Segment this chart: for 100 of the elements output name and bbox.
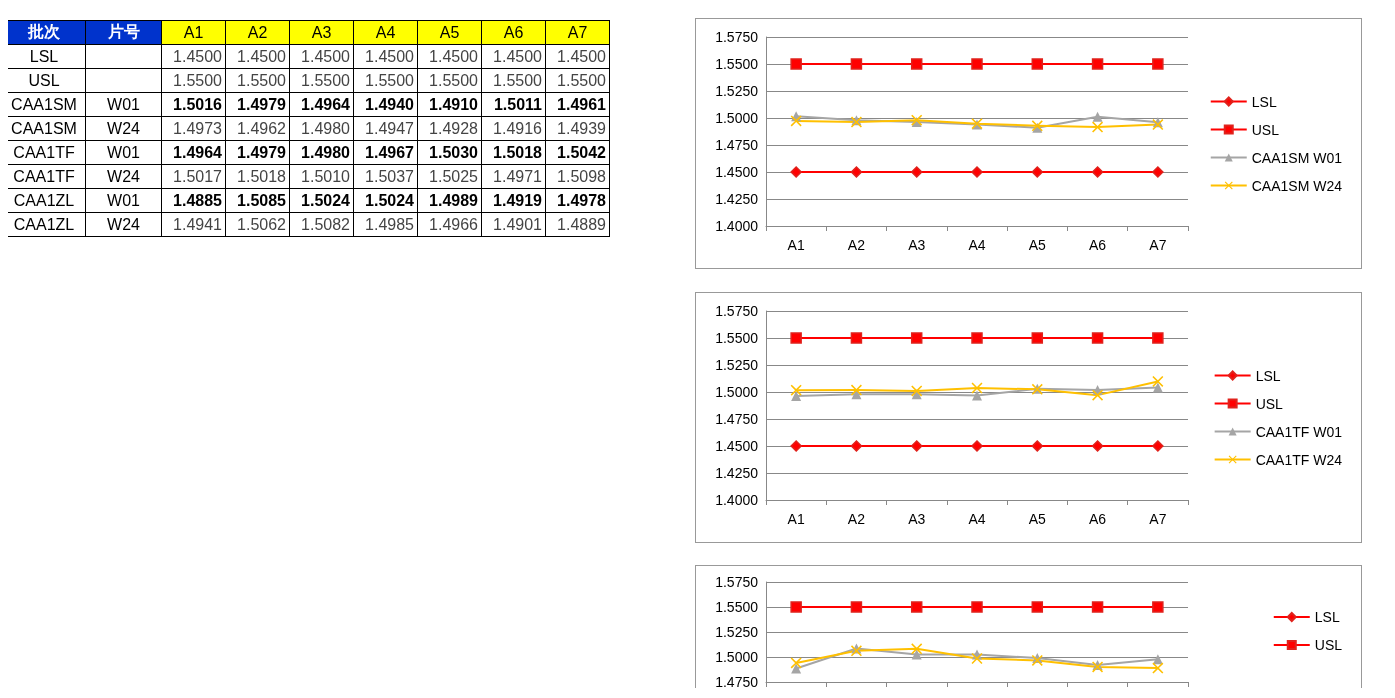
data-label: 1.4967	[353, 140, 418, 165]
y2-tick-label: W24	[85, 116, 162, 141]
y-tick-label: 1.5750	[715, 303, 759, 319]
x-tick-label: A5	[1028, 237, 1047, 253]
data-label: 1.5098	[545, 164, 610, 189]
y2-tick-label: W01	[85, 188, 162, 213]
y-tick-label: 1.4250	[715, 191, 759, 207]
data-label: 1.5042	[545, 140, 610, 165]
data-label: 1.5010	[289, 164, 354, 189]
legend-label: USL	[1314, 637, 1343, 653]
x-tick-label: A6	[1089, 511, 1107, 527]
x-tick-label: A6	[481, 20, 546, 45]
data-label: 1.4500	[417, 44, 482, 69]
data-label: 1.4500	[289, 44, 354, 69]
data-label: 1.5016	[161, 92, 226, 117]
y-tick-label: 1.4750	[715, 411, 759, 427]
data-label: 1.4980	[289, 116, 354, 141]
y2-tick-label: W24	[85, 212, 162, 237]
data-label: 1.5024	[289, 188, 354, 213]
data-label: 1.4500	[353, 44, 418, 69]
y-tick-label: 1.5750	[715, 574, 759, 590]
y-tick-label: 1.4000	[715, 492, 759, 508]
y-tick-label: 1.4500	[715, 438, 759, 454]
data-label: 1.5500	[417, 68, 482, 93]
data-label: 1.4964	[289, 92, 354, 117]
data-label: 1.5500	[481, 68, 546, 93]
y-tick-label: 1.5250	[715, 83, 759, 99]
x-tick-label: A3	[908, 511, 926, 527]
legend-label: LSL	[1251, 93, 1277, 110]
data-label: 1.5018	[481, 140, 546, 165]
data-label: 1.4500	[161, 44, 226, 69]
y-tick-label: 1.5500	[715, 330, 759, 346]
data-label: 1.4980	[289, 140, 354, 165]
legend-label: USL	[1251, 121, 1280, 138]
x-tick-label: A4	[353, 20, 418, 45]
data-label: 1.4979	[225, 92, 290, 117]
y-tick-label: 1.5000	[715, 384, 759, 400]
y-tick-label: 1.4250	[715, 465, 759, 481]
y-tick-label: 1.5250	[715, 357, 759, 373]
data-label: 1.4928	[417, 116, 482, 141]
data-label: 1.5018	[225, 164, 290, 189]
data-label: 1.4964	[161, 140, 226, 165]
y-tick-label: CAA1TF	[12, 166, 76, 187]
y-tick-label: 1.4750	[715, 137, 759, 153]
data-label: 1.4901	[481, 212, 546, 237]
data-label: 1.4916	[481, 116, 546, 141]
data-label: 1.4966	[417, 212, 482, 237]
legend-label: USL	[1255, 395, 1284, 412]
data-label: 1.5025	[417, 164, 482, 189]
data-label: 1.5500	[289, 68, 354, 93]
data-label: 1.4978	[545, 188, 610, 213]
data-label: 1.4500	[481, 44, 546, 69]
x-tick-label: A5	[417, 20, 482, 45]
data-label: 1.5085	[225, 188, 290, 213]
x-tick-label: A4	[968, 237, 986, 253]
x-tick-label: A4	[968, 511, 986, 527]
y-axis-title: 批次	[26, 21, 61, 43]
x-tick-label: A1	[787, 237, 805, 253]
data-label: 1.5037	[353, 164, 418, 189]
legend-label: CAA1TF W01	[1255, 423, 1343, 440]
data-label: 1.4910	[417, 92, 482, 117]
x-tick-label: A5	[1028, 511, 1047, 527]
y-tick-label: 1.5250	[715, 624, 759, 640]
x-tick-label: A7	[1149, 511, 1167, 527]
x-tick-label: A7	[545, 20, 610, 45]
data-label: 1.4885	[161, 188, 226, 213]
y2-axis-title: 片号	[85, 20, 162, 45]
data-label: 1.4947	[353, 116, 418, 141]
x-tick-label: A3	[289, 20, 354, 45]
data-label: 1.4979	[225, 140, 290, 165]
y2-tick-label: W01	[85, 92, 162, 117]
data-label: 1.4989	[417, 188, 482, 213]
data-label: 1.4889	[545, 212, 610, 237]
y2-tick-label: W24	[85, 164, 162, 189]
data-label: 1.5011	[481, 92, 546, 117]
data-label: 1.4962	[225, 116, 290, 141]
data-label: 1.4941	[161, 212, 226, 237]
data-label: 1.4919	[481, 188, 546, 213]
y-tick-label: USL	[27, 70, 61, 91]
x-tick-label: A2	[847, 237, 866, 253]
x-tick-label: A3	[908, 237, 926, 253]
y-tick-label: 1.5000	[715, 649, 759, 665]
data-label: 1.4939	[545, 116, 610, 141]
y-tick-label: 1.4000	[715, 218, 759, 234]
y-tick-label: CAA1ZL	[12, 214, 76, 235]
y2-tick-label: W01	[85, 140, 162, 165]
legend-label: LSL	[1255, 367, 1281, 384]
data-label: 1.4971	[481, 164, 546, 189]
data-label: 1.5500	[353, 68, 418, 93]
data-label: 1.5062	[225, 212, 290, 237]
data-label: 1.4500	[225, 44, 290, 69]
y-tick-label: 1.4750	[715, 674, 759, 690]
x-tick-label: A7	[1149, 237, 1167, 253]
y-tick-label: CAA1ZL	[12, 190, 76, 211]
x-tick-label: A2	[225, 20, 290, 45]
data-label: 1.4973	[161, 116, 226, 141]
legend-label: CAA1TF W24	[1255, 451, 1343, 468]
y-tick-label: CAA1SM	[10, 118, 78, 139]
y-tick-label: 1.5500	[715, 599, 759, 615]
y-tick-label: CAA1TF	[12, 142, 76, 163]
